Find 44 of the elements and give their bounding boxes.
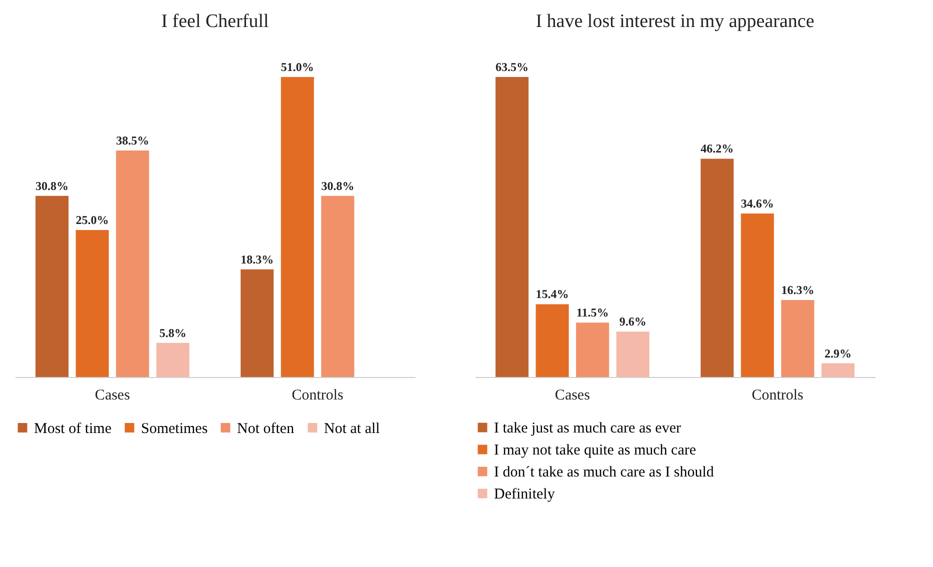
bar: [740, 214, 774, 377]
data-label: 16.3%: [781, 282, 814, 297]
bar: [616, 332, 650, 377]
x-tick-label: Controls: [292, 388, 344, 404]
data-label: 34.6%: [740, 196, 774, 211]
legend-label: Definitely: [494, 486, 556, 502]
data-label: 15.4%: [536, 287, 569, 302]
bar: [321, 196, 354, 377]
data-label: 5.8%: [159, 326, 186, 340]
data-label: 18.3%: [240, 252, 274, 266]
chart-title: I have lost interest in my appearance: [536, 11, 814, 32]
bar: [821, 363, 854, 377]
legend-label: I take just as much care as ever: [494, 420, 681, 436]
bar: [36, 196, 69, 377]
data-label: 51.0%: [280, 60, 314, 74]
data-label: 46.2%: [700, 142, 734, 156]
data-label: 63.5%: [496, 60, 529, 74]
legend-label: I may not take quite as much care: [494, 442, 696, 458]
legend-label: Most of time: [34, 420, 112, 437]
legend-label: Not at all: [324, 420, 380, 437]
data-label: 2.9%: [824, 346, 852, 360]
data-label: 25.0%: [76, 212, 109, 227]
bar: [781, 300, 814, 377]
data-label: 9.6%: [619, 314, 646, 329]
bar: [116, 150, 150, 377]
chart-title: I feel Cherfull: [161, 11, 269, 32]
data-label: 11.5%: [576, 306, 609, 320]
legend-label: Sometimes: [141, 420, 208, 437]
bar: [576, 322, 610, 377]
bar: [700, 158, 734, 377]
bar: [240, 269, 274, 377]
bar: [280, 77, 314, 377]
bar: [156, 342, 190, 377]
data-label: 30.8%: [321, 178, 354, 193]
data-label: 38.5%: [116, 134, 150, 148]
x-tick-label: Cases: [554, 388, 590, 404]
x-tick-label: Cases: [94, 388, 130, 404]
legend-label: Not often: [237, 420, 295, 437]
bar: [76, 230, 109, 377]
bar: [496, 77, 529, 377]
x-tick-label: Controls: [752, 388, 804, 404]
bar: [536, 304, 569, 377]
data-label: 30.8%: [36, 178, 69, 193]
legend-label: I don´t take as much care as I should: [494, 464, 714, 480]
